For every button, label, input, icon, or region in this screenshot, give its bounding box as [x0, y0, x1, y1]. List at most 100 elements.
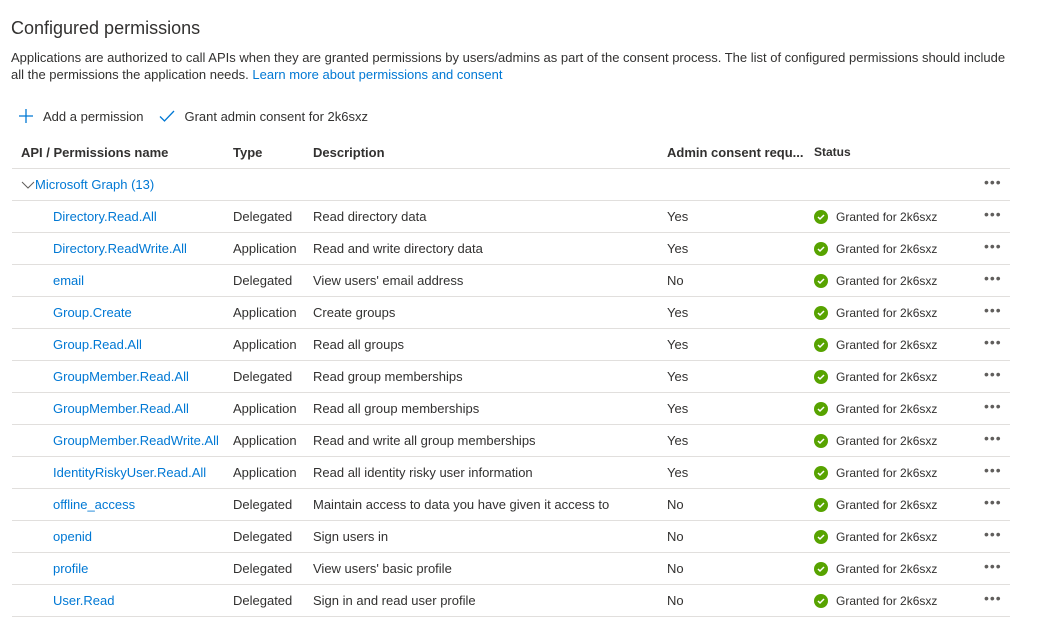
status-text: Granted for 2k6sxz — [836, 209, 938, 224]
more-options-icon[interactable]: ••• — [984, 270, 1002, 286]
status-text: Granted for 2k6sxz — [836, 561, 938, 576]
table-row: GroupMember.Read.All Application Read al… — [12, 393, 1010, 425]
table-row: Directory.ReadWrite.All Application Read… — [12, 233, 1010, 265]
more-options-icon[interactable]: ••• — [984, 526, 1002, 542]
permission-name-link[interactable]: Directory.ReadWrite.All — [53, 241, 187, 256]
permission-name-link[interactable]: offline_access — [53, 497, 136, 512]
admin-consent-required: No — [667, 593, 684, 608]
table-row: GroupMember.ReadWrite.All Application Re… — [12, 425, 1010, 457]
admin-consent-required: Yes — [667, 209, 689, 224]
table-row: IdentityRiskyUser.Read.All Application R… — [12, 457, 1010, 489]
status-badge: Granted for 2k6sxz — [814, 593, 937, 608]
table-row: openid Delegated Sign users in No Grante… — [12, 521, 1010, 553]
more-options-icon[interactable]: ••• — [984, 302, 1002, 318]
success-check-icon — [814, 401, 828, 416]
status-text: Granted for 2k6sxz — [836, 433, 938, 448]
permission-name-link[interactable]: GroupMember.ReadWrite.All — [53, 433, 219, 448]
status-badge: Granted for 2k6sxz — [814, 529, 938, 544]
status-badge: Granted for 2k6sxz — [814, 241, 938, 256]
success-check-icon — [814, 529, 828, 544]
more-options-icon[interactable]: ••• — [984, 398, 1002, 414]
column-header-status[interactable]: Status — [814, 145, 851, 159]
success-check-icon — [814, 561, 828, 576]
permission-description: Sign in and read user profile — [313, 593, 476, 608]
chevron-down-icon — [21, 181, 35, 189]
success-check-icon — [814, 433, 828, 448]
group-toggle[interactable]: Microsoft Graph (13) — [21, 177, 154, 192]
status-text: Granted for 2k6sxz — [836, 273, 938, 288]
more-options-icon[interactable]: ••• — [984, 206, 1002, 222]
permission-description: Read all groups — [313, 337, 405, 352]
status-badge: Granted for 2k6sxz — [814, 561, 938, 576]
grant-admin-consent-button[interactable]: Grant admin consent for 2k6sxz — [159, 108, 368, 124]
status-badge: Granted for 2k6sxz — [814, 401, 938, 416]
status-badge: Granted for 2k6sxz — [814, 497, 937, 512]
more-options-icon[interactable]: ••• — [984, 238, 1002, 254]
admin-consent-required: Yes — [667, 305, 689, 320]
permission-type: Delegated — [233, 209, 293, 224]
column-header-type[interactable]: Type — [233, 144, 263, 160]
table-row: email Delegated View users' email addres… — [12, 265, 1010, 297]
success-check-icon — [814, 241, 828, 256]
status-badge: Granted for 2k6sxz — [814, 369, 937, 384]
admin-consent-required: No — [667, 561, 684, 576]
admin-consent-required: No — [667, 497, 684, 512]
description-text: Applications are authorized to call APIs… — [11, 50, 1006, 82]
group-label: Microsoft Graph (13) — [35, 177, 155, 192]
permission-type: Delegated — [233, 497, 293, 512]
more-options-icon[interactable]: ••• — [984, 174, 1002, 190]
column-header-description[interactable]: Description — [313, 144, 385, 160]
permission-name-link[interactable]: Group.Create — [53, 305, 132, 320]
permission-name-link[interactable]: profile — [53, 561, 89, 576]
table-row: Group.Create Application Create groups Y… — [12, 297, 1010, 329]
permission-description: Sign users in — [313, 529, 389, 544]
permission-description: View users' email address — [313, 273, 464, 288]
permission-name-link[interactable]: openid — [53, 529, 93, 544]
permission-name-link[interactable]: IdentityRiskyUser.Read.All — [53, 465, 207, 480]
page-description: Applications are authorized to call APIs… — [11, 49, 1021, 83]
admin-consent-required: No — [667, 273, 684, 288]
add-permission-label: Add a permission — [43, 108, 144, 124]
plus-icon — [19, 109, 33, 123]
permission-type: Application — [233, 241, 297, 256]
permission-name-link[interactable]: User.Read — [53, 593, 115, 608]
success-check-icon — [814, 369, 828, 384]
success-check-icon — [814, 593, 828, 608]
more-options-icon[interactable]: ••• — [984, 590, 1002, 606]
permission-type: Delegated — [233, 273, 293, 288]
permission-name-link[interactable]: GroupMember.Read.All — [53, 369, 189, 384]
permission-name-link[interactable]: Directory.Read.All — [53, 209, 157, 224]
permission-name-link[interactable]: GroupMember.Read.All — [53, 401, 189, 416]
status-text: Granted for 2k6sxz — [836, 465, 938, 480]
permission-type: Delegated — [233, 593, 293, 608]
admin-consent-required: Yes — [667, 337, 689, 352]
group-row-microsoft-graph[interactable]: Microsoft Graph (13) ••• — [12, 169, 1010, 201]
permission-type: Application — [233, 433, 297, 448]
admin-consent-required: Yes — [667, 465, 689, 480]
success-check-icon — [814, 337, 828, 352]
success-check-icon — [814, 209, 828, 224]
permission-name-link[interactable]: email — [53, 273, 85, 288]
permission-description: Maintain access to data you have given i… — [313, 497, 610, 512]
status-badge: Granted for 2k6sxz — [814, 433, 938, 448]
status-text: Granted for 2k6sxz — [836, 337, 938, 352]
column-header-name[interactable]: API / Permissions name — [21, 144, 169, 160]
permission-description: Read all group memberships — [313, 401, 480, 416]
more-options-icon[interactable]: ••• — [984, 462, 1002, 478]
toolbar: Add a permission Grant admin consent for… — [18, 106, 384, 126]
add-permission-button[interactable]: Add a permission — [18, 108, 143, 124]
table-row: Group.Read.All Application Read all grou… — [12, 329, 1010, 361]
more-options-icon[interactable]: ••• — [984, 334, 1002, 350]
status-text: Granted for 2k6sxz — [836, 401, 938, 416]
admin-consent-required: Yes — [667, 433, 689, 448]
more-options-icon[interactable]: ••• — [984, 494, 1002, 510]
status-text: Granted for 2k6sxz — [836, 529, 938, 544]
permission-name-link[interactable]: Group.Read.All — [53, 337, 142, 352]
learn-more-link[interactable]: Learn more about permissions and consent — [252, 67, 503, 82]
more-options-icon[interactable]: ••• — [984, 366, 1002, 382]
more-options-icon[interactable]: ••• — [984, 558, 1002, 574]
column-header-admin-consent[interactable]: Admin consent requ... — [667, 144, 804, 160]
more-options-icon[interactable]: ••• — [984, 430, 1002, 446]
permission-description: Read group memberships — [313, 369, 463, 384]
status-text: Granted for 2k6sxz — [836, 241, 938, 256]
